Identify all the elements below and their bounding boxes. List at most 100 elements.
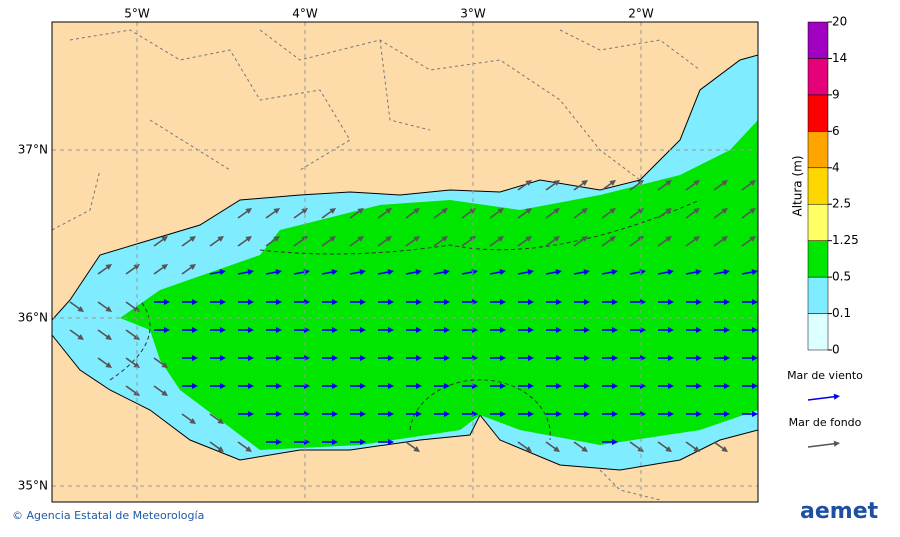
swell-arrow-head bbox=[581, 208, 588, 214]
wind-arrow-head bbox=[360, 299, 366, 305]
wind-arrow-head bbox=[612, 411, 618, 417]
swell-arrow-head bbox=[553, 180, 560, 186]
swell-arrow-head bbox=[581, 446, 588, 452]
wind-arrow-head bbox=[247, 269, 254, 276]
wind-arrow-head bbox=[164, 299, 170, 305]
wind-arrow-head bbox=[668, 327, 674, 333]
swell-arrow-head bbox=[217, 418, 224, 424]
wind-arrow-head bbox=[276, 299, 282, 305]
swell-arrow-head bbox=[245, 208, 252, 214]
swell-arrow-head bbox=[105, 306, 112, 312]
colorbar-segment bbox=[807, 276, 829, 314]
wind-arrow-head bbox=[752, 411, 758, 417]
wind-arrow-head bbox=[192, 299, 198, 305]
wind-arrow-head bbox=[528, 355, 534, 361]
wind-arrow-head bbox=[276, 355, 282, 361]
colorbar: 0 0.1 0.5 1.25 2.5 4 6 9 14 20 bbox=[807, 15, 859, 357]
swell-arrow-head bbox=[665, 180, 672, 186]
wind-arrow-head bbox=[723, 269, 730, 276]
wind-arrow-head bbox=[416, 411, 422, 417]
wind-arrow-head bbox=[584, 327, 590, 333]
wind-arrow-head bbox=[724, 355, 730, 361]
wind-arrow-head bbox=[527, 269, 534, 276]
wind-arrow-head bbox=[724, 299, 730, 305]
colorbar-segment bbox=[807, 313, 829, 351]
colorbar-segment bbox=[807, 167, 829, 205]
colorbar-segment bbox=[807, 21, 829, 59]
swell-arrow-head bbox=[105, 362, 112, 368]
lon-label: 3°W bbox=[460, 7, 486, 21]
wind-arrow-head bbox=[668, 383, 674, 389]
map-frame bbox=[51, 21, 759, 503]
wind-arrow-head bbox=[192, 327, 198, 333]
legend: Mar de viento Mar de fondo bbox=[787, 369, 863, 448]
swell-arrow-head bbox=[189, 418, 196, 424]
wind-arrow-head bbox=[388, 411, 394, 417]
swell-arrow-head bbox=[525, 446, 532, 452]
wind-arrow-head bbox=[443, 269, 450, 276]
wind-arrow-head bbox=[724, 383, 730, 389]
logo: aemet bbox=[800, 499, 879, 524]
wind-arrow-head bbox=[584, 299, 590, 305]
wind-arrow-head bbox=[276, 383, 282, 389]
wind-arrow-head bbox=[668, 411, 674, 417]
swell-arrow-head bbox=[665, 446, 672, 452]
swell-arrow-head bbox=[581, 180, 588, 186]
swell-arrow-head bbox=[497, 208, 504, 214]
wind-arrow-head bbox=[276, 439, 282, 445]
wind-arrow-head bbox=[220, 355, 226, 361]
lon-label: 5°W bbox=[124, 7, 150, 21]
swell-arrow-head bbox=[105, 334, 112, 340]
wind-arrow-head bbox=[360, 383, 366, 389]
wind-arrow-head bbox=[332, 439, 338, 445]
swell-arrow-head bbox=[133, 264, 140, 270]
swell-arrow-head bbox=[133, 306, 140, 312]
colorbar-label: 0.5 bbox=[832, 270, 851, 284]
swell-arrow-head bbox=[581, 236, 588, 242]
wind-arrow-head bbox=[416, 327, 422, 333]
swell-arrow-head bbox=[469, 208, 476, 214]
swell-arrow-head bbox=[749, 208, 756, 214]
wind-arrow-head bbox=[444, 327, 450, 333]
wind-arrow-head bbox=[528, 383, 534, 389]
wind-arrow-head bbox=[276, 411, 282, 417]
wind-arrow-head bbox=[752, 327, 758, 333]
lat-label: 36°N bbox=[18, 311, 48, 325]
wind-arrow-head bbox=[696, 383, 702, 389]
wind-arrow-head bbox=[500, 383, 506, 389]
wind-arrow-head bbox=[696, 355, 702, 361]
lon-label: 4°W bbox=[292, 7, 318, 21]
swell-arrow-head bbox=[413, 236, 420, 242]
wind-arrow-head bbox=[583, 269, 590, 276]
swell-arrow-head bbox=[329, 236, 336, 242]
colorbar-segment bbox=[807, 203, 829, 241]
legend-label: Mar de viento bbox=[787, 369, 863, 382]
wind-arrow-head bbox=[416, 383, 422, 389]
swell-arrow-head bbox=[749, 180, 756, 186]
wind-arrow-head bbox=[668, 355, 674, 361]
wind-arrow-head bbox=[612, 327, 618, 333]
swell-arrow-head bbox=[161, 264, 168, 270]
swell-arrow-head bbox=[77, 306, 84, 312]
wind-arrow-head bbox=[360, 327, 366, 333]
swell-arrow-head bbox=[273, 236, 280, 242]
swell-arrow-head bbox=[693, 446, 700, 452]
lat-label: 37°N bbox=[18, 143, 48, 157]
wind-arrow-head bbox=[499, 269, 506, 276]
colorbar-label: 2.5 bbox=[832, 197, 851, 211]
swell-arrow-head bbox=[637, 208, 644, 214]
wind-arrow-head bbox=[248, 383, 254, 389]
colorbar-segment bbox=[807, 58, 829, 96]
wind-arrow-head bbox=[528, 327, 534, 333]
wind-arrow-head bbox=[248, 327, 254, 333]
legend-label: Mar de fondo bbox=[789, 416, 862, 429]
swell-arrow-head bbox=[693, 180, 700, 186]
wind-arrow-head bbox=[388, 355, 394, 361]
swell-arrow-head bbox=[105, 264, 112, 270]
colorbar-label: 1.25 bbox=[832, 233, 859, 247]
wind-arrow-head bbox=[696, 327, 702, 333]
swell-arrow-head bbox=[441, 236, 448, 242]
wind-arrow-head bbox=[556, 327, 562, 333]
wind-arrow-head bbox=[164, 327, 170, 333]
wind-arrow-head bbox=[752, 355, 758, 361]
